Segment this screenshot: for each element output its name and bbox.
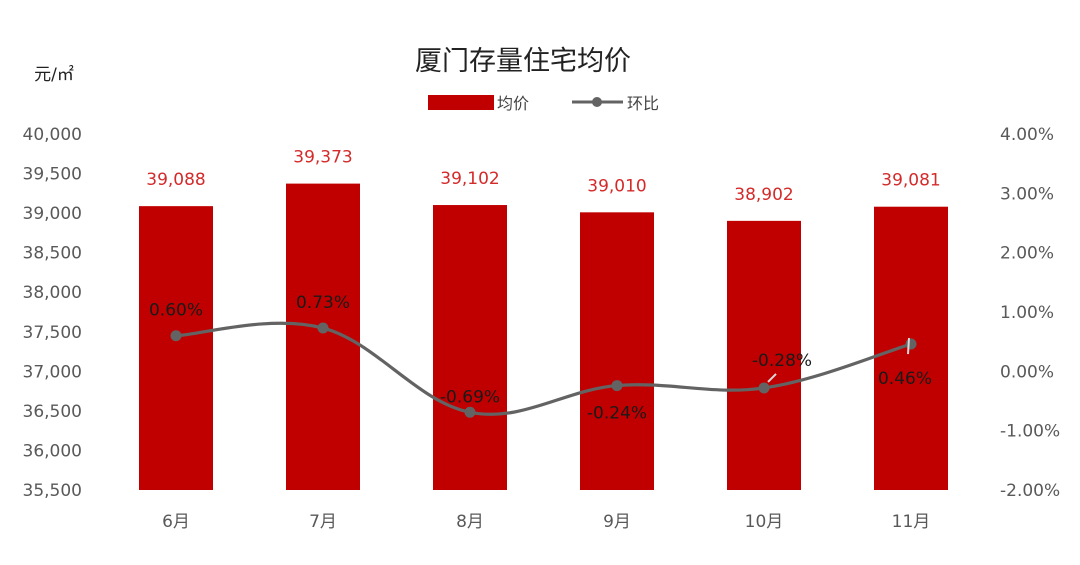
- bar-value-label: 39,102: [440, 169, 499, 189]
- left-axis-tick-label: 36,000: [23, 441, 82, 461]
- legend: 均价 环比: [428, 94, 659, 113]
- left-axis-tick-label: 37,000: [23, 362, 82, 382]
- line-value-label: -0.69%: [440, 387, 500, 407]
- left-axis-tick-label: 35,500: [23, 481, 82, 501]
- right-axis-tick-label: -2.00%: [1000, 481, 1060, 501]
- x-axis-tick-label: 8月: [456, 512, 484, 532]
- legend-swatch-marker: [592, 97, 602, 107]
- left-axis-tick-label: 38,500: [23, 244, 82, 264]
- right-axis-tick-label: 3.00%: [1000, 184, 1054, 204]
- left-axis-tick-label: 39,500: [23, 165, 82, 185]
- bar-value-label: 38,902: [734, 185, 793, 205]
- left-axis-tick-label: 38,000: [23, 283, 82, 303]
- line-point: [170, 330, 182, 342]
- x-axis-tick-label: 7月: [309, 512, 337, 532]
- line-point: [464, 406, 476, 418]
- bar-data-labels: 39,088 39,373 39,102 39,010 38,902 39,081: [146, 148, 940, 205]
- bar: [139, 206, 213, 490]
- chart-title: 厦门存量住宅均价: [415, 46, 631, 77]
- line-value-label: -0.24%: [587, 404, 647, 424]
- bar: [727, 220, 801, 490]
- right-axis-tick-label: -1.00%: [1000, 422, 1060, 442]
- left-axis-unit: 元/㎡: [34, 65, 74, 85]
- legend-swatch-bar: [428, 95, 494, 110]
- left-axis: 35,500 36,000 36,500 37,000 37,500 38,000 38,5…: [23, 125, 82, 501]
- line-data-labels: 0.60% 0.73% -0.69% -0.24% -0.28% 0.46%: [149, 293, 932, 424]
- line-label-leader: [767, 373, 777, 383]
- right-axis-tick-label: 0.00%: [1000, 362, 1054, 382]
- x-axis: 6月 7月 8月 9月 10月 11月: [162, 512, 930, 532]
- x-axis-tick-label: 9月: [603, 512, 631, 532]
- line-point: [317, 322, 329, 334]
- x-axis-tick-label: 6月: [162, 512, 190, 532]
- left-axis-tick-label: 40,000: [23, 125, 82, 145]
- bar-value-label: 39,088: [146, 170, 205, 190]
- line-value-label: 0.73%: [296, 293, 350, 313]
- x-axis-tick-label: 10月: [745, 512, 784, 532]
- legend-label-line: 环比: [627, 94, 659, 113]
- bar: [433, 205, 507, 490]
- line-series: [170, 321, 917, 418]
- legend-label-bar: 均价: [497, 94, 529, 113]
- bar-value-label: 39,373: [293, 148, 352, 168]
- bar: [580, 212, 654, 490]
- right-axis-tick-label: 1.00%: [1000, 303, 1054, 323]
- x-axis-tick-label: 11月: [892, 512, 931, 532]
- right-axis-tick-label: 4.00%: [1000, 125, 1054, 145]
- line-path: [175, 321, 912, 416]
- line-label-leader: [907, 337, 910, 355]
- left-axis-tick-label: 39,000: [23, 204, 82, 224]
- bar-series: [139, 183, 948, 490]
- line-value-label: 0.60%: [149, 301, 203, 321]
- right-axis: -2.00% -1.00% 0.00% 1.00% 2.00% 3.00% 4.00%: [1000, 125, 1060, 501]
- bar-value-label: 39,081: [881, 171, 940, 191]
- left-axis-tick-label: 36,500: [23, 402, 82, 422]
- line-point: [611, 380, 623, 392]
- line-point: [758, 382, 770, 394]
- bar-value-label: 39,010: [587, 176, 646, 196]
- line-value-label: 0.46%: [878, 369, 932, 389]
- right-axis-tick-label: 2.00%: [1000, 244, 1054, 264]
- line-point: [905, 338, 917, 350]
- left-axis-tick-label: 37,500: [23, 323, 82, 343]
- line-value-label: -0.28%: [752, 351, 812, 371]
